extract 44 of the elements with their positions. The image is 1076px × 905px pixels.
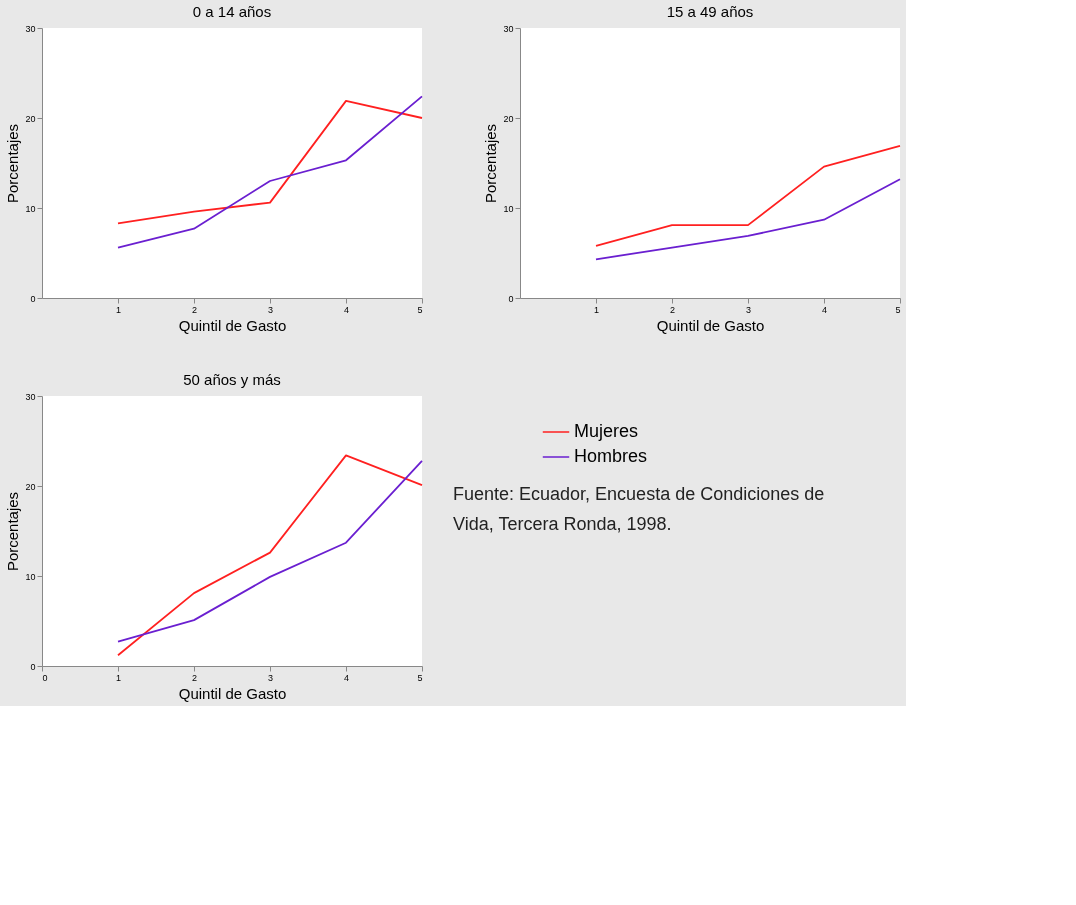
y-tick-label: 20 bbox=[25, 113, 36, 124]
y-tick-label: 0 bbox=[508, 293, 514, 304]
x-axis-title: Quintil de Gasto bbox=[656, 316, 765, 334]
x-axis-title: Quintil de Gasto bbox=[178, 684, 287, 702]
y-tick-label: 30 bbox=[25, 391, 36, 402]
y-axis-title: Porcentajes bbox=[4, 491, 22, 572]
legend-label: Hombres bbox=[574, 446, 648, 466]
x-tick-label: 0 bbox=[42, 672, 48, 683]
x-tick-label: 4 bbox=[343, 672, 350, 683]
x-tick-label: 5 bbox=[417, 672, 423, 683]
x-tick-label: 3 bbox=[267, 304, 274, 315]
chart-title: 15 a 49 años bbox=[666, 3, 754, 20]
x-tick-label: 4 bbox=[821, 304, 828, 315]
x-tick-label: 5 bbox=[895, 304, 901, 315]
x-tick-label: 1 bbox=[593, 304, 600, 315]
chart-title: 0 a 14 años bbox=[192, 3, 272, 20]
y-tick-label: 30 bbox=[503, 23, 514, 34]
x-tick-label: 4 bbox=[343, 304, 350, 315]
y-axis-title: Porcentajes bbox=[482, 123, 500, 204]
source-note: Fuente: Ecuador, Encuesta de Condiciones de Vida, Tercera Ronda, 1998. bbox=[453, 484, 825, 534]
chart-title: 50 años y más bbox=[183, 371, 281, 388]
y-tick-label: 20 bbox=[503, 113, 514, 124]
line-series bbox=[595, 145, 901, 247]
y-tick-label: 0 bbox=[30, 661, 36, 672]
y-tick-label: 10 bbox=[25, 203, 36, 214]
y-tick-label: 30 bbox=[25, 23, 36, 34]
y-axis-title: Porcentajes bbox=[4, 123, 22, 204]
legend-label: Mujeres bbox=[574, 421, 639, 441]
x-tick-label: 2 bbox=[191, 304, 198, 315]
y-tick-label: 20 bbox=[25, 481, 36, 492]
x-tick-label: 1 bbox=[115, 304, 122, 315]
line-series bbox=[595, 178, 901, 261]
line-series bbox=[117, 100, 423, 225]
y-tick-label: 10 bbox=[503, 203, 514, 214]
x-tick-label: 1 bbox=[115, 672, 122, 683]
x-tick-label: 5 bbox=[417, 304, 423, 315]
y-tick-label: 10 bbox=[25, 571, 36, 582]
x-tick-label: 2 bbox=[191, 672, 198, 683]
x-tick-label: 3 bbox=[267, 672, 274, 683]
line-series bbox=[117, 95, 423, 249]
x-tick-label: 2 bbox=[669, 304, 676, 315]
x-axis-title: Quintil de Gasto bbox=[178, 316, 287, 334]
y-tick-label: 0 bbox=[30, 293, 36, 304]
x-tick-label: 3 bbox=[745, 304, 752, 315]
